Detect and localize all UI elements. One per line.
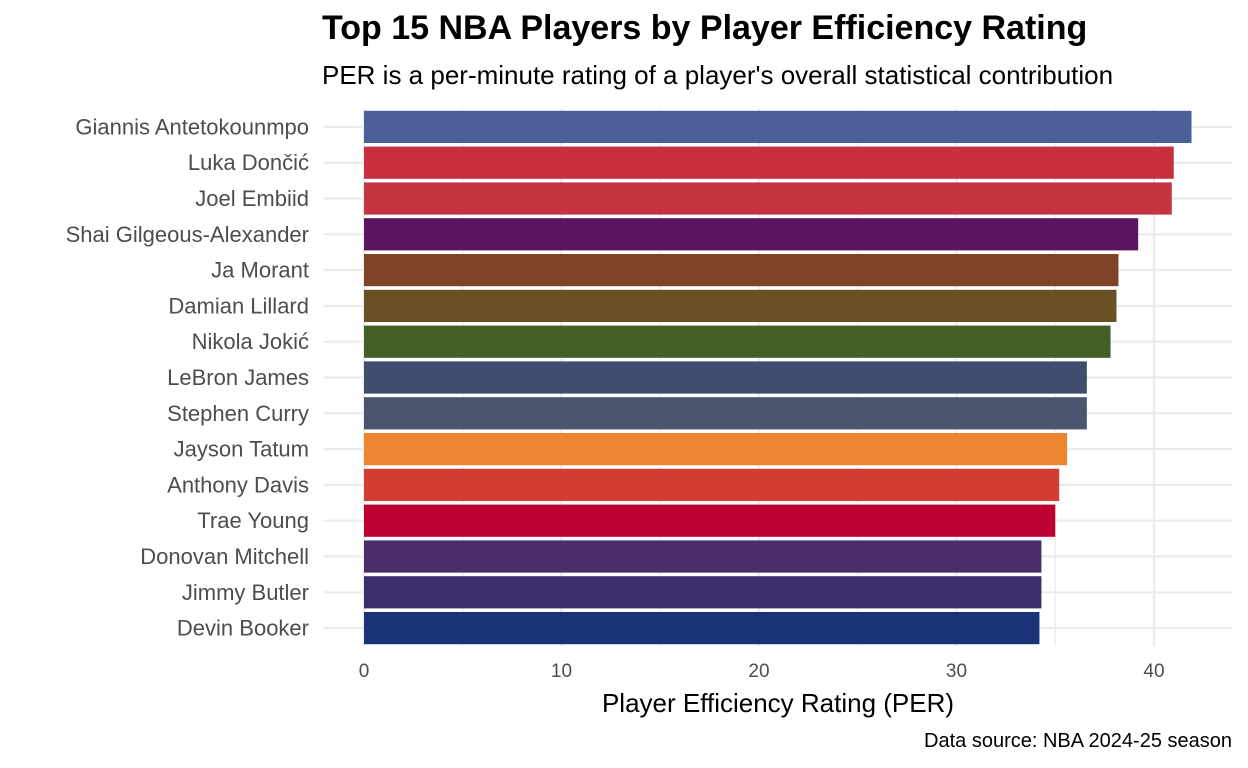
y-tick-label: Ja Morant	[211, 258, 309, 283]
y-tick-label: Jimmy Butler	[182, 580, 309, 605]
y-tick-labels: Giannis Antetokounmpo Luka Dončić Joel Emb…	[66, 114, 309, 640]
x-tick-label: 0	[359, 661, 370, 682]
bar-anthony-davis	[364, 468, 1060, 502]
bar-lebron-james	[364, 361, 1087, 394]
x-tick-labels: 0 10 20 30 40	[359, 661, 1165, 682]
y-tick-label: LeBron James	[167, 365, 309, 390]
y-tick-label: Damian Lillard	[168, 293, 309, 318]
bar-ja-morant	[364, 253, 1119, 287]
x-tick-label: 30	[946, 661, 967, 682]
bar-donovan-mitchell	[364, 540, 1042, 573]
y-tick-label: Nikola Jokić	[192, 329, 309, 354]
bar-luka-don-i-	[364, 146, 1174, 179]
bar-devin-booker	[364, 611, 1040, 645]
x-tick-label: 40	[1143, 661, 1164, 682]
bar-trae-young	[364, 504, 1056, 537]
y-tick-label: Joel Embiid	[195, 186, 309, 211]
chart-title: Top 15 NBA Players by Player Efficiency …	[322, 9, 1088, 47]
bar-nikola-joki-	[364, 325, 1111, 358]
bar-shai-gilgeous-alexander	[364, 218, 1139, 251]
x-axis-label: Player Efficiency Rating (PER)	[602, 688, 954, 718]
bars	[364, 110, 1192, 645]
bar-giannis-antetokounmpo	[364, 110, 1192, 144]
y-tick-label: Donovan Mitchell	[140, 544, 309, 569]
x-tick-label: 10	[551, 661, 572, 682]
chart-caption: Data source: NBA 2024-25 season	[924, 730, 1232, 752]
y-tick-label: Trae Young	[197, 508, 309, 533]
bar-stephen-curry	[364, 397, 1087, 430]
x-tick-label: 20	[748, 661, 769, 682]
chart-subtitle: PER is a per-minute rating of a player's…	[322, 60, 1114, 90]
y-tick-label: Stephen Curry	[167, 401, 309, 426]
y-tick-label: Shai Gilgeous-Alexander	[66, 222, 309, 247]
y-tick-label: Jayson Tatum	[174, 437, 309, 462]
bar-damian-lillard	[364, 289, 1117, 323]
y-tick-label: Luka Dončić	[188, 150, 309, 175]
bar-joel-embiid	[364, 182, 1172, 215]
bar-jayson-tatum	[364, 432, 1068, 466]
y-tick-label: Giannis Antetokounmpo	[75, 114, 309, 139]
y-tick-label: Devin Booker	[177, 616, 309, 641]
bar-jimmy-butler	[364, 576, 1042, 609]
y-tick-label: Anthony Davis	[167, 472, 309, 497]
